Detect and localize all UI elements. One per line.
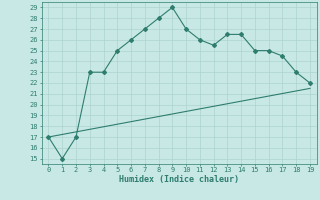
X-axis label: Humidex (Indice chaleur): Humidex (Indice chaleur) (119, 175, 239, 184)
